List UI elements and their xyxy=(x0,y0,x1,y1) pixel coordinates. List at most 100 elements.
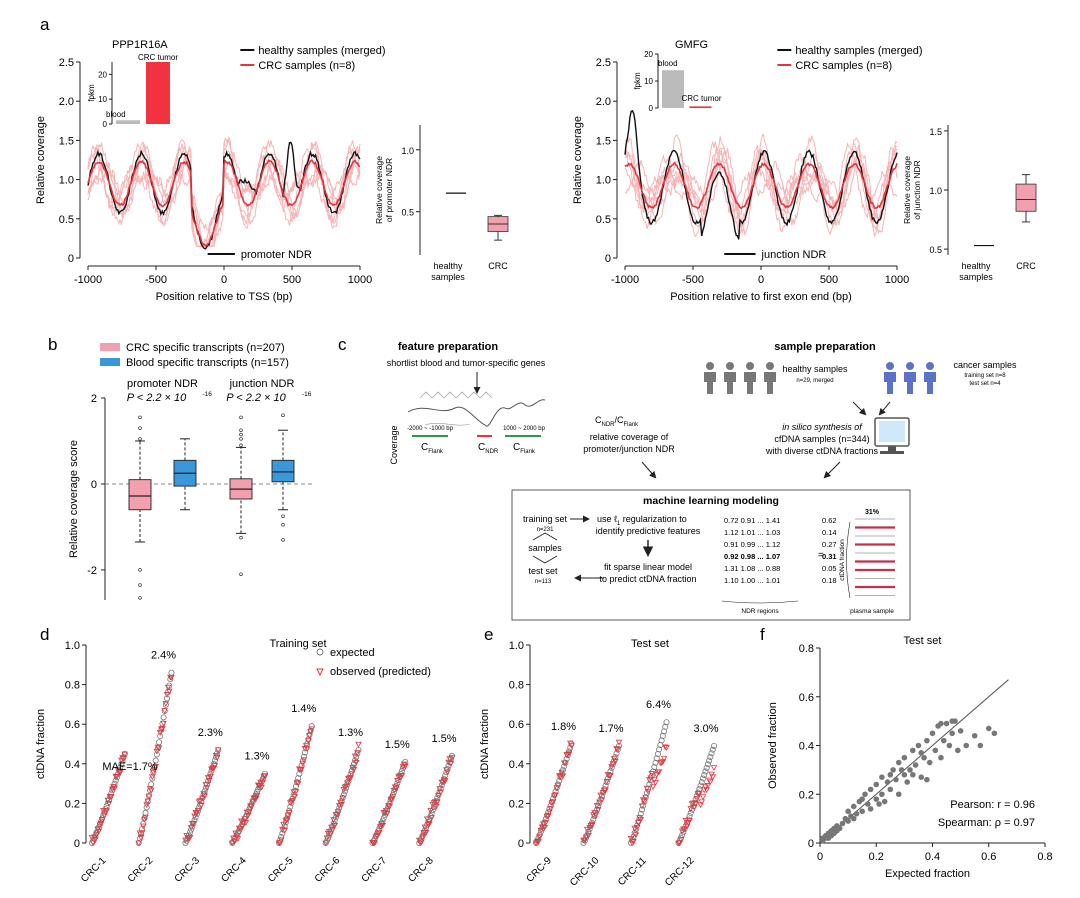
expected-point xyxy=(433,797,440,804)
observed-point xyxy=(392,785,400,792)
observed-point xyxy=(588,822,596,828)
sample-name-label: CRC-4 xyxy=(219,855,249,885)
observed-point xyxy=(105,800,113,807)
observed-point xyxy=(441,778,449,784)
expected-point xyxy=(278,833,285,840)
sample-name-label: CRC-12 xyxy=(663,855,697,889)
sample-name-label: CRC-1 xyxy=(79,855,109,885)
crc-mean-line xyxy=(624,161,898,210)
y-tick-label: 1.0 xyxy=(596,175,611,187)
test-n: n=113 xyxy=(535,579,552,585)
observed-point xyxy=(159,726,166,732)
expected-point xyxy=(659,732,666,739)
expected-point xyxy=(444,766,451,773)
crc-mean-line xyxy=(87,159,361,247)
observed-point xyxy=(142,814,149,821)
y-tick-label: 0.8 xyxy=(799,643,814,655)
observed-point xyxy=(201,793,208,800)
group-title: promoter NDR xyxy=(127,378,198,390)
observed-point xyxy=(352,760,360,766)
inset-bar-blood xyxy=(662,70,684,108)
matrix-row: 1.12 1.01 ... 1.03 xyxy=(724,528,780,537)
observed-point xyxy=(537,828,545,834)
expected-point xyxy=(103,803,110,810)
observed-point xyxy=(434,799,441,806)
expected-point xyxy=(287,803,294,810)
ndr-region-label: junction NDR xyxy=(761,249,827,261)
data-point xyxy=(926,759,933,766)
data-point xyxy=(859,796,865,802)
data-point xyxy=(985,725,992,732)
blood-outlier xyxy=(281,523,285,527)
y-tick-label: 0.2 xyxy=(799,789,814,801)
observed-point xyxy=(343,780,351,787)
y-tick-label: 0.5 xyxy=(59,214,74,226)
observed-point xyxy=(151,767,158,773)
inset-y-tick-label: 20 xyxy=(644,50,653,59)
observed-point xyxy=(447,761,455,767)
observed-point xyxy=(709,774,717,781)
y-tick-label: 0.6 xyxy=(509,719,524,731)
crc-sample-line xyxy=(624,133,898,238)
expected-point xyxy=(301,749,308,756)
observed-point xyxy=(444,769,451,776)
ndr-regions-label: NDR regions xyxy=(741,608,779,615)
step-1a: use ℓ1 regularization to xyxy=(597,514,687,527)
expected-point xyxy=(153,751,160,758)
observed-point xyxy=(283,817,291,824)
matrix-brace xyxy=(721,600,799,604)
expected-point xyxy=(703,764,710,771)
person-head-icon xyxy=(766,362,774,370)
expected-point xyxy=(698,779,705,786)
person-body-icon xyxy=(884,372,896,394)
sample-error-label: 1.4% xyxy=(291,703,316,715)
expected-point xyxy=(387,797,394,804)
observed-point xyxy=(207,774,214,780)
x-tick-label: 0.2 xyxy=(869,851,884,863)
x-tick-label: 500 xyxy=(820,274,838,286)
inset-y-tick-label: 0 xyxy=(103,120,108,129)
expected-point xyxy=(704,761,711,768)
training-n: n=231 xyxy=(537,527,555,533)
data-point xyxy=(907,767,913,773)
observed-point xyxy=(339,795,346,802)
y-tick-label: 0.2 xyxy=(509,798,524,810)
expected-point xyxy=(288,799,295,806)
expected-point xyxy=(658,737,665,744)
observed-point xyxy=(533,838,541,845)
legend-label-healthy: healthy samples (merged) xyxy=(258,45,385,57)
data-point xyxy=(881,798,888,805)
expected-point xyxy=(344,781,351,788)
sample-name-label: CRC-10 xyxy=(568,855,602,889)
observed-point xyxy=(350,767,358,773)
healthy-merged-line xyxy=(624,109,898,240)
legend-label-observed: observed (predicted) xyxy=(330,666,431,678)
expected-point xyxy=(442,772,449,779)
healthy-label: healthy samples xyxy=(782,364,848,374)
data-point xyxy=(865,801,871,807)
inset-y-tick-label: 10 xyxy=(644,77,653,86)
observed-point xyxy=(428,815,435,821)
panel-label-d: d xyxy=(40,625,49,644)
observed-point xyxy=(541,825,548,831)
inset-y-tick-label: 10 xyxy=(98,95,107,104)
gene-name: GMFG xyxy=(675,39,708,51)
sample-name-label: CRC-9 xyxy=(524,855,554,885)
x-axis-label: Expected fraction xyxy=(885,868,970,880)
observed-point xyxy=(334,809,342,815)
expected-point xyxy=(686,813,693,820)
cancer-sub-2: test set n=4 xyxy=(969,381,1001,387)
data-point xyxy=(895,759,902,766)
expected-point xyxy=(340,791,347,798)
observed-point xyxy=(205,777,213,784)
data-point xyxy=(895,791,902,798)
expected-point xyxy=(168,669,175,676)
crc-outlier xyxy=(138,583,142,587)
fraction-value: 0.62 xyxy=(822,516,837,525)
expected-point xyxy=(423,824,430,831)
observed-point xyxy=(658,760,665,766)
expected-point xyxy=(141,815,148,822)
observed-point xyxy=(145,793,153,800)
observed-point xyxy=(660,755,668,762)
legend-label-crc: CRC samples (n=8) xyxy=(795,60,892,72)
